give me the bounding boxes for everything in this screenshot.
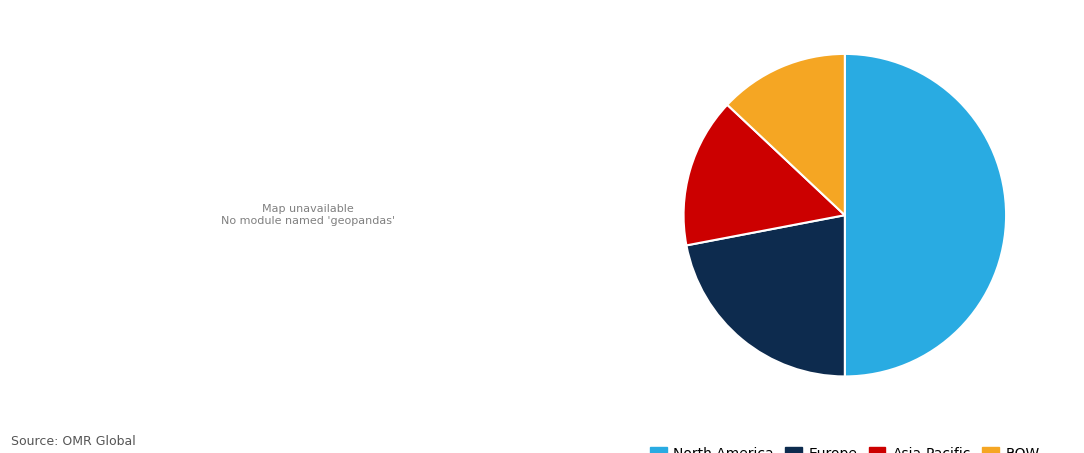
Wedge shape bbox=[844, 54, 1006, 376]
Wedge shape bbox=[686, 215, 844, 376]
Legend: North America, Europe, Asia-Pacific, ROW: North America, Europe, Asia-Pacific, ROW bbox=[644, 441, 1045, 453]
Text: Source: OMR Global: Source: OMR Global bbox=[11, 435, 136, 448]
Wedge shape bbox=[727, 54, 844, 215]
Wedge shape bbox=[684, 105, 844, 246]
Text: Map unavailable
No module named 'geopandas': Map unavailable No module named 'geopand… bbox=[221, 204, 396, 226]
Title: Market Share (%): Market Share (%) bbox=[743, 0, 947, 1]
